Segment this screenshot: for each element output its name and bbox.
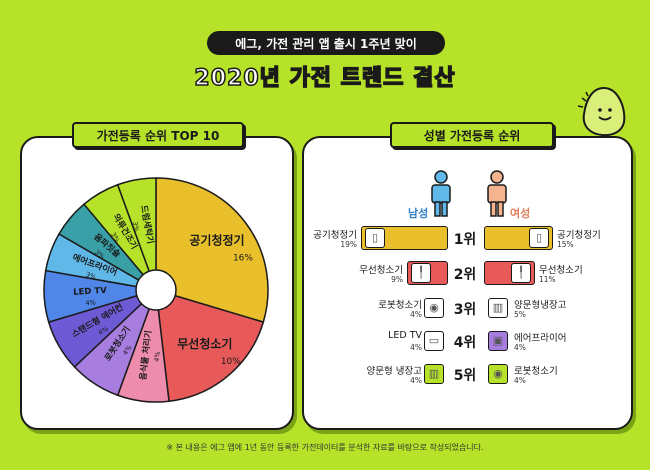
rank-label: 5위 (453, 368, 477, 384)
female-item-percent: 4% (514, 343, 526, 352)
female-item-name: 에어프라이어 (514, 333, 567, 344)
female-item-name: 무선청소기 (539, 265, 583, 276)
female-figure-icon (487, 170, 507, 217)
pie-center-hole (135, 269, 177, 311)
subtitle-text: 에그, 가전 관리 앱 출시 1주년 맞이 (235, 36, 417, 51)
male-item-name: 무선청소기 (359, 265, 403, 276)
page-title: 2020년 가전 트렌드 결산 (194, 65, 456, 92)
gender-title: 성별 가전등록 순위 (390, 122, 554, 148)
male-figure-icon (431, 170, 451, 217)
pie-slice-percent: 3% (131, 221, 141, 233)
female-item-icon: ▣ (488, 331, 508, 351)
male-item-percent: 4% (410, 376, 422, 385)
female-item-icon: ▯ (529, 228, 549, 248)
male-item-icon: ◉ (424, 298, 444, 318)
gender-panel (302, 136, 633, 430)
pie-slice (155, 288, 265, 403)
rank-label: 1위 (453, 232, 477, 248)
subtitle-pill: 에그, 가전 관리 앱 출시 1주년 맞이 (207, 31, 445, 55)
pie-slice-label: 공기청정기 (189, 233, 244, 248)
female-item-percent: 4% (514, 376, 526, 385)
rank-label: 4위 (453, 335, 477, 351)
female-item-percent: 15% (557, 240, 574, 249)
top10-title: 가전등록 순위 TOP 10 (72, 122, 244, 148)
female-item-icon: ╿ (511, 263, 531, 283)
pie-slice (116, 177, 157, 291)
male-label: 남성 (408, 207, 429, 220)
female-label: 여성 (510, 207, 531, 220)
footnote: ※ 본 내용은 에그 앱에 1년 동안 등록한 가전데이터를 분석한 자료를 바… (166, 443, 484, 452)
pie-slice-percent: 4% (153, 351, 162, 362)
female-item-name: 로봇청소기 (514, 366, 558, 377)
pie-slice-label: LED TV (73, 286, 108, 298)
pie-slice-label: 무선청소기 (177, 336, 232, 351)
egg-mascot-icon (577, 86, 626, 137)
female-item-percent: 5% (514, 310, 526, 319)
male-item-icon: ╿ (411, 263, 431, 283)
pie-label-group: 무선청소기 10% (177, 336, 241, 367)
female-item-icon: ◉ (488, 364, 508, 384)
female-item-name: 공기청정기 (557, 230, 601, 241)
rank-label: 3위 (453, 302, 477, 318)
rank-label: 2위 (453, 267, 477, 283)
pie-slice-percent: 10% (221, 357, 241, 367)
male-item-icon: ▥ (424, 364, 444, 384)
female-item-name: 양문형냉장고 (514, 300, 567, 311)
pie-label-group: LED TV4% (73, 286, 108, 308)
male-item-percent: 4% (410, 310, 422, 319)
female-item-icon: ▥ (488, 298, 508, 318)
pie-slice-percent: 3% (85, 270, 97, 281)
pie-slice-percent: 16% (233, 254, 253, 264)
male-item-name: LED TV (388, 330, 422, 341)
male-item-name: 로봇청소기 (378, 300, 422, 311)
male-item-percent: 4% (410, 343, 422, 352)
male-item-icon: ▭ (424, 331, 444, 351)
male-item-percent: 19% (340, 240, 357, 249)
pie-slice (155, 177, 269, 324)
pie-label-group: 공기청정기 16% (189, 233, 253, 264)
male-item-name: 공기청정기 (313, 230, 357, 241)
male-item-name: 양문형 냉장고 (366, 366, 422, 377)
pie-slice-percent: 4% (85, 299, 96, 308)
female-item-percent: 11% (539, 275, 556, 284)
male-item-percent: 9% (391, 275, 403, 284)
male-item-icon: ▯ (365, 228, 385, 248)
